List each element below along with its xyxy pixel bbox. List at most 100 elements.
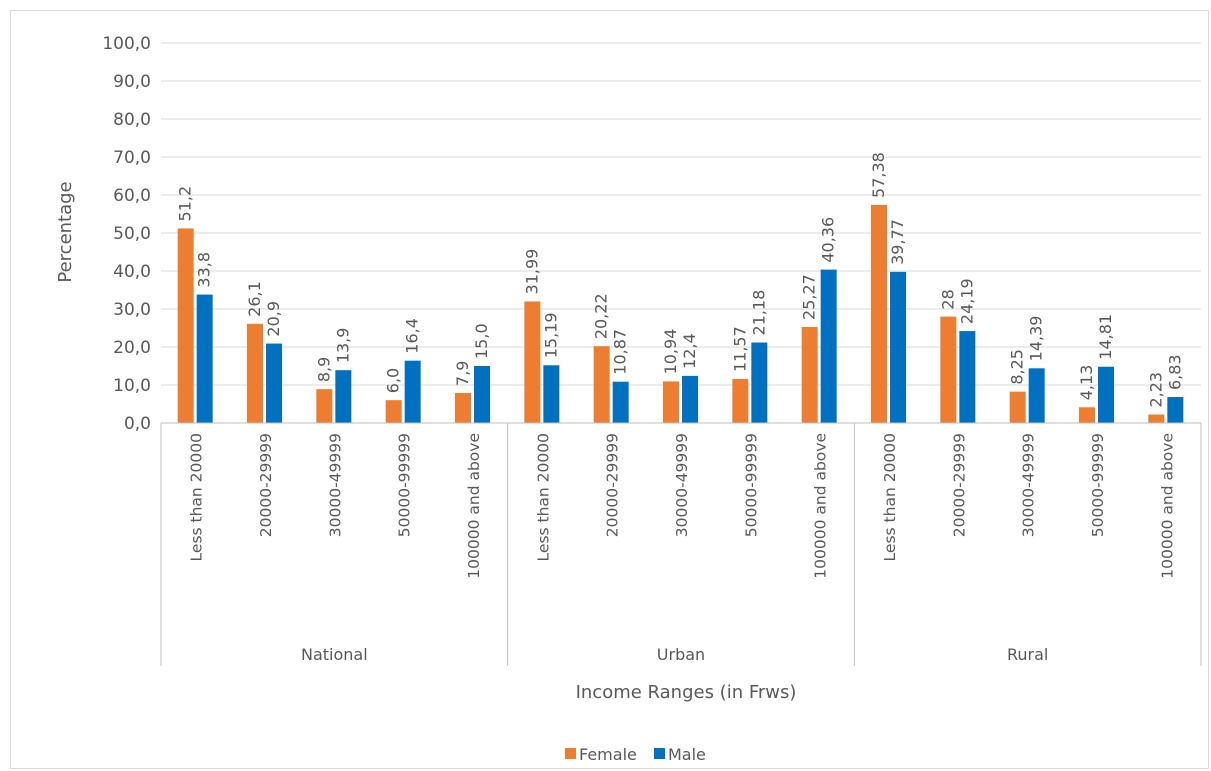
data-label: 26,1 [245, 281, 264, 317]
bar-female [385, 400, 402, 423]
y-tick-label: 80,0 [113, 110, 151, 130]
data-label: 13,9 [333, 328, 352, 364]
bar-male [890, 271, 906, 423]
bar-male [543, 365, 560, 423]
data-label: 20,9 [264, 301, 283, 337]
y-tick-label: 30,0 [113, 300, 151, 320]
data-label: 8,9 [314, 357, 333, 382]
y-axis-title: Percentage [55, 181, 76, 282]
x-tick-label: Less than 20000 [881, 433, 899, 561]
bar-female [1079, 407, 1095, 423]
data-label: 14,81 [1096, 314, 1115, 360]
bar-male [404, 360, 421, 423]
data-label: 28 [938, 289, 957, 309]
y-axis-ticks: 0,0 10,0 20,0 30,0 40,0 50,0 60,0 70,0 80,0 90,0 1… [102, 34, 151, 434]
x-axis: Less than 20000 20000-29999 30000-49999 500… [160, 422, 1202, 666]
bar-male [820, 269, 837, 423]
group-label: National [301, 645, 368, 664]
y-tick-label: 60,0 [113, 186, 151, 206]
x-tick-label: 30000-49999 [326, 433, 344, 537]
y-tick-label: 10,0 [113, 376, 151, 396]
bar-male [474, 366, 490, 423]
data-label: 25,27 [800, 274, 819, 320]
bar-male [959, 331, 976, 423]
legend: Female Male [565, 745, 706, 764]
group-label: Rural [1007, 645, 1048, 664]
bar-male [612, 381, 629, 423]
bars [177, 204, 1184, 423]
bar-female [1148, 414, 1165, 423]
data-label: 57,38 [869, 152, 888, 198]
x-tick-label: 20000-29999 [257, 433, 275, 537]
data-label: 10,87 [611, 329, 630, 375]
data-label: 14,39 [1027, 316, 1046, 362]
data-label: 12,4 [680, 333, 699, 369]
x-tick-label: Less than 20000 [188, 433, 206, 561]
data-label: 10,94 [661, 329, 680, 375]
data-label: 51,2 [176, 186, 195, 222]
x-tick-label: 50000-99999 [742, 433, 760, 537]
bar-female [1009, 391, 1026, 423]
data-label: 40,36 [819, 217, 838, 263]
data-label: 11,57 [730, 326, 749, 372]
x-tick-label: 20000-29999 [604, 433, 622, 537]
bar-male [1167, 397, 1184, 423]
y-tick-label: 70,0 [113, 148, 151, 168]
data-label: 20,22 [592, 293, 611, 339]
x-tick-label: 50000-99999 [396, 433, 414, 537]
bar-female [871, 204, 887, 423]
data-label: 31,99 [522, 249, 541, 295]
bar-male [1098, 366, 1114, 423]
bar-male [266, 343, 282, 423]
bar-female [455, 392, 471, 423]
data-label: 2,23 [1146, 372, 1165, 408]
bar-male [335, 370, 352, 423]
y-tick-label: 90,0 [113, 72, 151, 92]
bar-female [593, 346, 610, 423]
data-label: 39,77 [888, 219, 907, 265]
legend-label-male: Male [668, 745, 706, 764]
data-label: 21,18 [749, 290, 768, 336]
bar-female [940, 316, 957, 423]
y-tick-label: 40,0 [113, 262, 151, 282]
data-label: 6,0 [384, 368, 403, 393]
data-label: 15,0 [472, 323, 491, 359]
bar-male [196, 294, 213, 423]
bar-male [751, 342, 768, 423]
bar-female [732, 379, 749, 423]
data-label: 24,19 [957, 278, 976, 324]
bar-female [801, 326, 818, 423]
data-label: 8,25 [1008, 349, 1027, 385]
y-tick-label: 0,0 [124, 414, 151, 434]
bar-female [316, 389, 333, 423]
data-label: 15,19 [541, 312, 560, 358]
bar-female [177, 228, 194, 423]
data-labels: 51,2 26,1 8,9 6,0 7,9 31,99 20,22 10,94 11,57 25,… [176, 152, 1185, 407]
x-tick-label: 20000-29999 [950, 433, 968, 537]
x-tick-label: 50000-99999 [1089, 433, 1107, 537]
legend-swatch-male [654, 748, 665, 759]
x-axis-title: Income Ranges (in Frws) [576, 682, 797, 703]
data-label: 4,13 [1077, 365, 1096, 401]
data-label: 16,4 [403, 318, 422, 354]
group-label: Urban [657, 645, 705, 664]
bar-female [524, 301, 541, 423]
legend-label-female: Female [579, 745, 637, 764]
x-tick-label: Less than 20000 [534, 433, 552, 561]
x-tick-label: 100000 and above [812, 433, 830, 579]
x-tick-label: 30000-49999 [1020, 433, 1038, 537]
data-label: 7,9 [453, 361, 472, 386]
data-label: 33,8 [195, 252, 214, 288]
y-tick-label: 50,0 [113, 224, 151, 244]
x-tick-label: 100000 and above [465, 433, 483, 579]
bar-male [1028, 368, 1045, 423]
x-tick-label: 30000-49999 [673, 433, 691, 537]
bar-female [663, 381, 679, 423]
y-tick-label: 100,0 [102, 34, 151, 54]
data-label: 6,83 [1165, 354, 1184, 390]
gridlines [161, 42, 1201, 386]
y-tick-label: 20,0 [113, 338, 151, 358]
x-tick-label: 100000 and above [1158, 433, 1176, 579]
legend-swatch-female [565, 748, 576, 759]
